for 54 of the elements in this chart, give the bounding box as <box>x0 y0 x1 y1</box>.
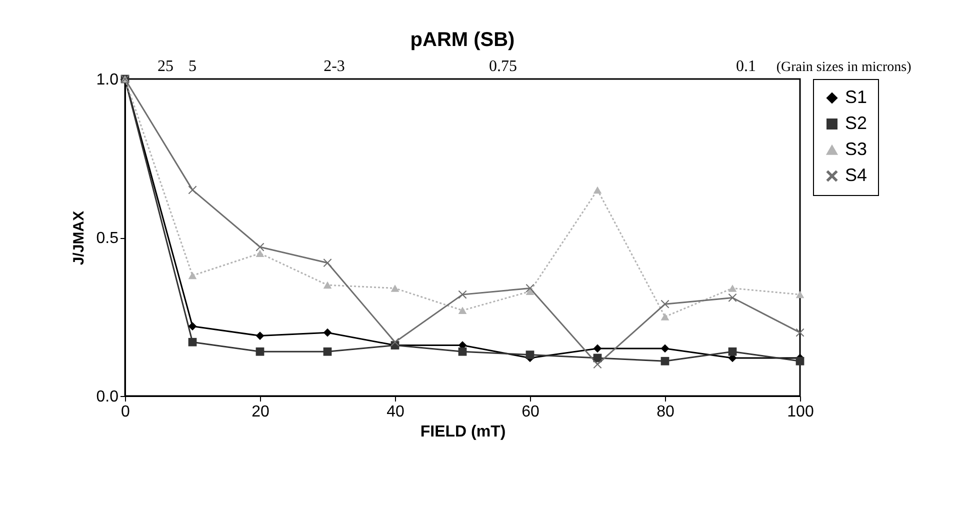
legend-label: S1 <box>845 87 868 107</box>
y-axis-title: J/JMAX <box>70 210 88 266</box>
y-tick-label: 1.0 <box>96 72 119 88</box>
x-tick-label: 60 <box>522 404 540 420</box>
legend-label: S2 <box>845 113 868 133</box>
point <box>188 272 197 280</box>
x-tick-label: 0 <box>121 404 130 420</box>
point <box>796 328 804 337</box>
point <box>526 350 534 359</box>
y-tick-label: 0.5 <box>96 230 119 247</box>
x-tick-label: 40 <box>386 404 404 420</box>
point <box>390 284 400 292</box>
text: (Grain sizes in microns) <box>776 60 912 75</box>
point <box>458 290 467 299</box>
legend-label: S3 <box>845 139 868 159</box>
point <box>323 281 332 289</box>
point <box>660 300 670 308</box>
x-tick-label: 100 <box>787 404 814 420</box>
text: 0.1 <box>736 58 756 75</box>
x-axis-title: FIELD (mT) <box>420 424 506 440</box>
point <box>728 294 737 302</box>
point <box>660 344 670 353</box>
point <box>188 322 197 330</box>
point <box>728 284 737 292</box>
text: 5 <box>188 58 196 75</box>
point <box>256 347 264 356</box>
legend-label: S4 <box>845 165 868 185</box>
point <box>796 290 804 298</box>
point <box>728 347 737 356</box>
point <box>796 356 804 366</box>
x-tick-label: 20 <box>252 404 270 420</box>
point <box>593 360 602 368</box>
point <box>660 356 670 366</box>
point <box>458 347 467 356</box>
point <box>323 328 332 337</box>
point <box>593 186 602 194</box>
point <box>526 284 534 292</box>
point <box>390 338 400 346</box>
chart-title: pARM (SB) <box>410 29 515 51</box>
y-tick-label: 0.0 <box>96 388 119 406</box>
point <box>188 186 197 194</box>
text: 25 <box>158 58 174 75</box>
text: 0.75 <box>489 58 517 75</box>
point <box>188 338 197 346</box>
point <box>256 242 264 252</box>
point <box>323 347 332 356</box>
text: 2-3 <box>324 58 345 75</box>
x-tick-label: 80 <box>656 404 674 420</box>
point <box>660 313 670 320</box>
point <box>458 306 467 314</box>
point <box>256 332 264 340</box>
point <box>256 250 264 257</box>
point <box>593 344 602 353</box>
point <box>323 258 332 268</box>
